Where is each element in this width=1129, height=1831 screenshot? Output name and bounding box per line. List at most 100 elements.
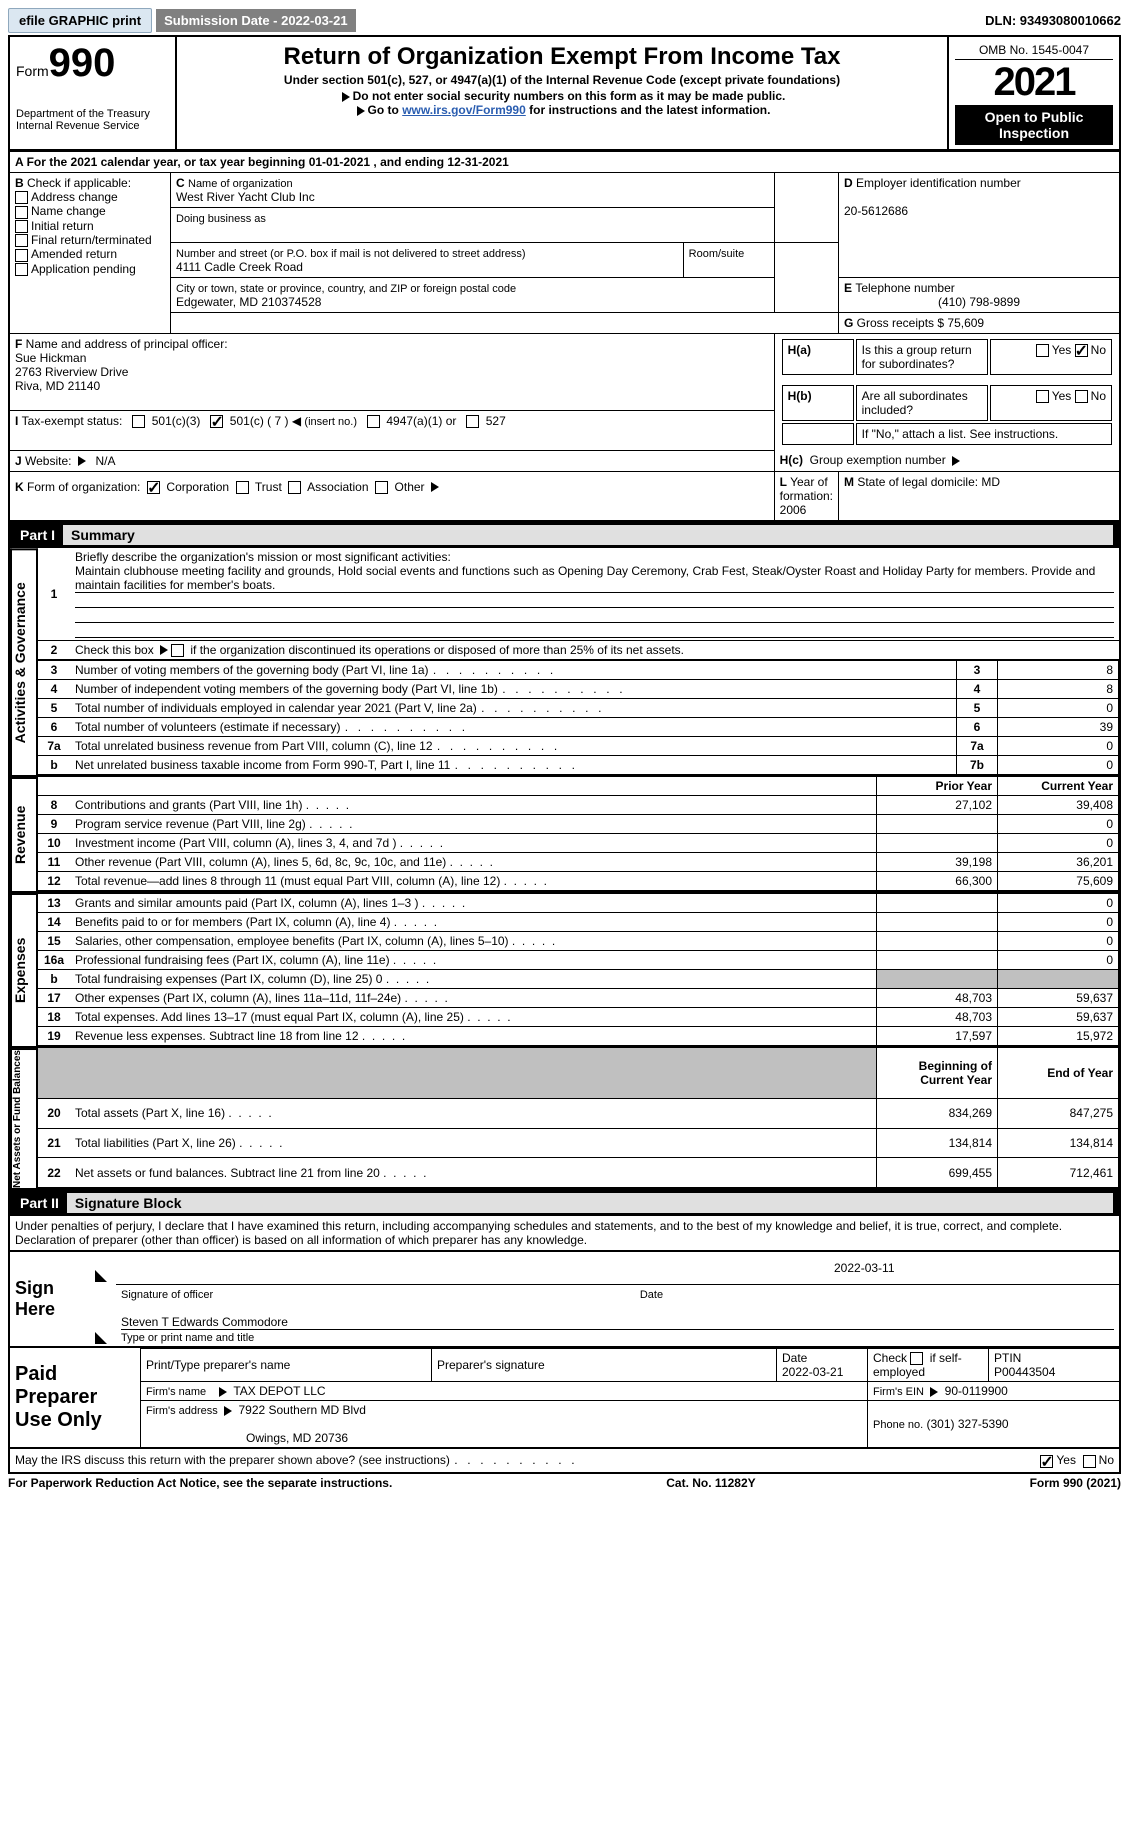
line-13-desc: Grants and similar amounts paid (Part IX… [70,893,877,912]
pp-name-label: Print/Type preparer's name [141,1348,432,1381]
line-8-desc: Contributions and grants (Part VIII, lin… [70,795,877,814]
checkbox-discuss-no[interactable] [1083,1455,1096,1468]
checkbox-527[interactable] [466,415,479,428]
line-8-current: 39,408 [998,795,1119,814]
line-b-desc: Total fundraising expenses (Part IX, col… [70,969,877,988]
line-3-box: 3 [957,660,998,679]
checkbox-application-pending[interactable] [15,263,28,276]
line-7a-value: 0 [998,736,1119,755]
part-2-header: Part IISignature Block [8,1190,1121,1216]
signature-arrow-icon-2 [95,1332,107,1344]
line-12-desc: Total revenue—add lines 8 through 11 (mu… [70,871,877,890]
irs-link[interactable]: www.irs.gov/Form990 [402,103,526,117]
checkbox-trust[interactable] [236,481,249,494]
line-15-prior [877,931,998,950]
line-12-current: 75,609 [998,871,1119,890]
ptin-value: P00443504 [994,1365,1055,1379]
line-10-current: 0 [998,833,1119,852]
checkbox-assoc[interactable] [288,481,301,494]
line-19-current: 15,972 [998,1026,1119,1045]
line-5-desc: Total number of individuals employed in … [70,698,957,717]
side-activities-governance: Activities & Governance [10,548,38,775]
line-14-prior [877,912,998,931]
checkbox-other[interactable] [375,481,388,494]
tax-year: 2021 [955,60,1113,105]
checkbox-corp[interactable] [147,481,160,494]
officer-addr1: 2763 Riverview Drive [15,365,128,379]
checkbox-ha-yes[interactable] [1036,344,1049,357]
e-label: Telephone number [855,281,954,295]
line-18-prior: 48,703 [877,1007,998,1026]
form-subtitle: Under section 501(c), 527, or 4947(a)(1)… [183,73,941,87]
line-11-desc: Other revenue (Part VIII, column (A), li… [70,852,877,871]
telephone: (410) 798-9899 [844,295,1114,309]
top-bar: efile GRAPHIC print Submission Date - 20… [8,8,1121,33]
line-18-desc: Total expenses. Add lines 13–17 (must eq… [70,1007,877,1026]
line-17-prior: 48,703 [877,988,998,1007]
date-label: Date [640,1289,663,1301]
checkbox-hb-yes[interactable] [1036,390,1049,403]
line-b-value: 0 [998,755,1119,774]
firm-name: TAX DEPOT LLC [233,1384,325,1398]
dba-label: Doing business as [176,213,266,225]
line-11-prior: 39,198 [877,852,998,871]
line-13-current: 0 [998,893,1119,912]
typed-name: Steven T Edwards Commodore [121,1315,1114,1330]
paid-preparer: Paid Preparer Use Only [9,1348,141,1448]
ein: 20-5612686 [844,204,908,218]
pp-date-val: 2022-03-21 [782,1365,843,1379]
q2-label: Check this box if the organization disco… [75,643,684,657]
checkbox-initial-return[interactable] [15,220,28,233]
line-20-desc: Total assets (Part X, line 16) [70,1098,877,1128]
line-b-box: 7b [957,755,998,774]
col-begin-year: Beginning of Current Year [877,1048,998,1099]
line-10-prior [877,833,998,852]
line-9-prior [877,814,998,833]
checkbox-address-change[interactable] [15,191,28,204]
omb-number: OMB No. 1545-0047 [955,41,1113,60]
line-19-prior: 17,597 [877,1026,998,1045]
firm-ein-label: Firm's EIN [873,1386,924,1398]
checkbox-discontinued[interactable] [171,644,184,657]
checkbox-name-change[interactable] [15,206,28,219]
hb-label: Are all subordinates included? [856,385,988,421]
phone-label: Phone no. [873,1419,923,1431]
checkbox-4947[interactable] [367,415,380,428]
line-11-current: 36,201 [998,852,1119,871]
checkbox-501c3[interactable] [132,415,145,428]
city-state-zip: Edgewater, MD 210374528 [176,295,321,309]
officer-addr2: Riva, MD 21140 [15,379,100,393]
sign-here: Sign Here [9,1252,90,1347]
discuss-label: May the IRS discuss this return with the… [15,1453,576,1467]
col-current-year: Current Year [998,777,1119,796]
k-label: Form of organization: [27,480,140,494]
pp-self-employed: Check if self-employed [868,1348,989,1381]
checkbox-hb-no[interactable] [1075,390,1088,403]
f-label: Name and address of principal officer: [26,337,228,351]
checkbox-amended-return[interactable] [15,249,28,262]
checkbox-ha-no[interactable] [1075,344,1088,357]
checkbox-self-employed[interactable] [910,1352,923,1365]
line-20-current: 847,275 [998,1098,1119,1128]
line-14-desc: Benefits paid to or for members (Part IX… [70,912,877,931]
line-7a-desc: Total unrelated business revenue from Pa… [70,736,957,755]
efile-print-button[interactable]: efile GRAPHIC print [8,8,152,33]
checkbox-discuss-yes[interactable] [1040,1455,1053,1468]
perjury-declaration: Under penalties of perjury, I declare th… [8,1216,1121,1252]
g-label: Gross receipts $ [857,316,944,330]
firm-addr2: Owings, MD 20736 [146,1431,348,1445]
signature-arrow-icon [95,1270,107,1282]
mission-text: Maintain clubhouse meeting facility and … [75,564,1114,593]
checkbox-501c[interactable] [210,415,223,428]
org-name: West River Yacht Club Inc [176,190,315,204]
ptin-label: PTIN [994,1351,1021,1365]
checkbox-final-return[interactable] [15,234,28,247]
line-10-desc: Investment income (Part VIII, column (A)… [70,833,877,852]
q1-label: Briefly describe the organization's miss… [75,550,451,564]
form-title: Return of Organization Exempt From Incom… [183,43,941,71]
line-b-desc: Net unrelated business taxable income fr… [70,755,957,774]
officer-name: Sue Hickman [15,351,86,365]
line-6-box: 6 [957,717,998,736]
j-label: Website: [25,454,71,468]
firm-name-label: Firm's name [146,1386,206,1398]
